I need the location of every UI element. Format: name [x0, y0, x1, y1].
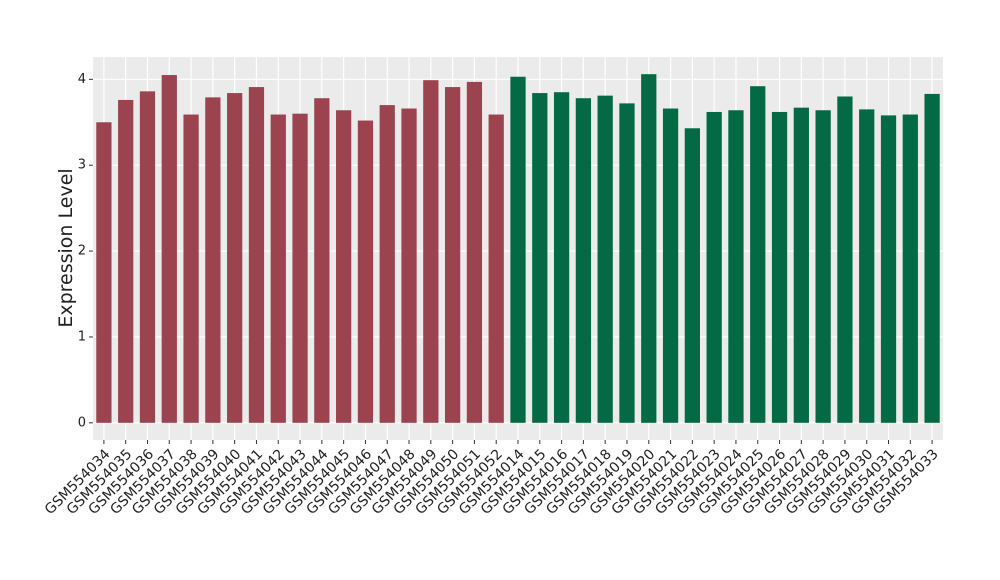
bar [183, 114, 199, 423]
bar [161, 75, 177, 423]
bar [292, 113, 308, 423]
bar [924, 93, 940, 423]
bar [880, 115, 897, 423]
bar [444, 87, 461, 423]
y-tick-label: 0 [78, 415, 86, 430]
bar [553, 92, 570, 423]
bar [379, 105, 395, 423]
bar [510, 76, 526, 423]
bar [314, 98, 330, 423]
bar [575, 98, 592, 423]
bar [270, 114, 286, 423]
bar [96, 122, 112, 423]
bar [641, 74, 657, 423]
bar [488, 114, 504, 423]
bar [815, 110, 831, 423]
bar [248, 87, 265, 423]
bar [532, 93, 548, 423]
bar [423, 80, 439, 423]
bar [227, 93, 243, 423]
bar [401, 108, 417, 423]
bar [750, 86, 766, 423]
bar [619, 103, 635, 423]
bar [902, 114, 918, 423]
bar [706, 111, 722, 423]
bar [336, 110, 352, 423]
y-tick-label: 4 [78, 72, 86, 87]
bar [662, 108, 679, 423]
y-tick-label: 3 [78, 158, 86, 173]
bar [684, 128, 700, 423]
bar [357, 120, 374, 423]
bar [859, 109, 875, 423]
bar [728, 110, 744, 423]
y-tick-label: 2 [78, 244, 86, 259]
bar [771, 111, 788, 423]
bar [466, 81, 483, 423]
y-tick-label: 1 [78, 329, 86, 344]
y-axis-label: Expression Level [55, 168, 77, 327]
bar [205, 97, 221, 423]
bar [837, 96, 853, 423]
bar [139, 91, 156, 423]
bar [597, 95, 613, 423]
bar [793, 107, 809, 423]
bar [118, 99, 134, 423]
